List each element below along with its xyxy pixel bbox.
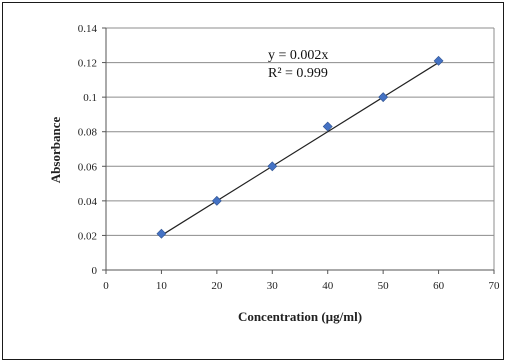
data-point-marker xyxy=(322,121,333,132)
y-axis-title: Absorbance xyxy=(48,117,63,184)
y-tick-label: 0.04 xyxy=(78,196,98,208)
trend-equation: y = 0.002x xyxy=(268,48,328,63)
chart-frame xyxy=(2,2,504,360)
y-tick-label: 0 xyxy=(92,265,98,277)
x-tick-label: 20 xyxy=(211,280,223,292)
x-tick-labels: 0 10 20 30 40 50 60 70 xyxy=(103,280,500,292)
linear-trendline xyxy=(161,62,439,236)
r-squared-label: R² = 0.999 xyxy=(268,66,328,81)
data-points xyxy=(156,55,444,239)
y-tick-label: 0.06 xyxy=(78,161,98,173)
y-tick-labels: 0 0.02 0.04 0.06 0.08 0.1 0.12 0.14 xyxy=(78,23,98,277)
axes xyxy=(102,27,495,274)
x-tick-label: 30 xyxy=(267,280,279,292)
y-tick-label: 0.08 xyxy=(78,127,98,139)
y-tick-label: 0.02 xyxy=(78,230,97,242)
x-axis-title: Concentration (µg/ml) xyxy=(238,309,362,324)
data-point-marker xyxy=(211,195,222,206)
x-tick-label: 70 xyxy=(489,280,501,292)
data-point-marker xyxy=(156,228,167,239)
x-tick-label: 50 xyxy=(378,280,390,292)
y-tick-label: 0.1 xyxy=(83,92,97,104)
x-tick-label: 40 xyxy=(322,280,334,292)
x-tick-label: 10 xyxy=(156,280,168,292)
trendline-group xyxy=(161,62,439,236)
data-point-marker xyxy=(433,55,444,66)
data-point-marker xyxy=(378,92,389,103)
gridlines xyxy=(106,27,495,270)
data-point-marker xyxy=(267,161,278,172)
y-tick-label: 0.12 xyxy=(78,58,97,70)
x-tick-label: 60 xyxy=(433,280,445,292)
x-tick-label: 0 xyxy=(103,280,109,292)
y-tick-label: 0.14 xyxy=(78,23,98,35)
